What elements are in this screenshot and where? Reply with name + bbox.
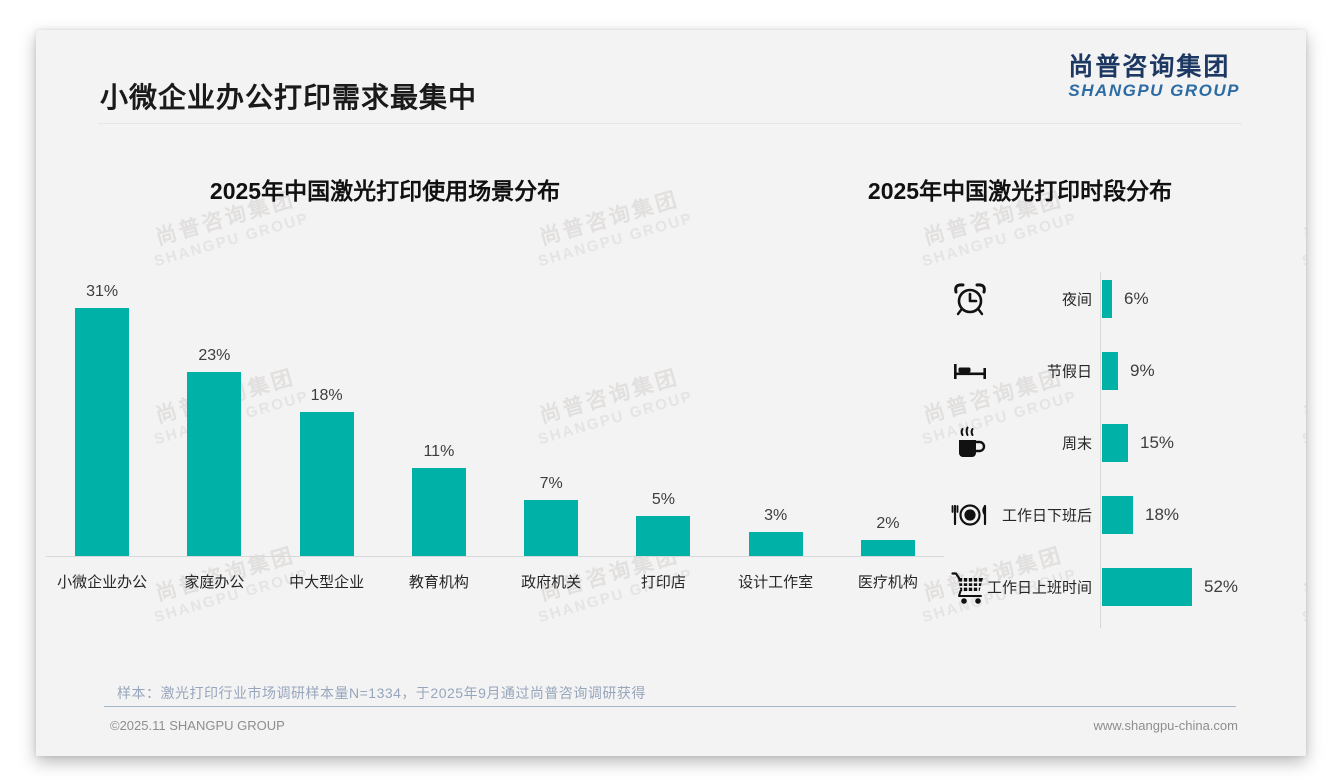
- bar-value-label: 3%: [764, 507, 788, 524]
- watermark-en: SHANGPU GROUP: [1300, 210, 1306, 271]
- chart-row: 工作日上班时间 52%: [936, 568, 1302, 606]
- watermark-en: SHANGPU GROUP: [536, 565, 695, 627]
- shopping-cart-icon: [950, 567, 990, 607]
- time-slot-bar-chart: 夜间 6% 节假日 9%: [936, 272, 1302, 662]
- meal-icon: [950, 495, 990, 535]
- slide-card: 尚普咨询集团 SHANGPU GROUP 尚普咨询集团 SHANGPU GROUP …: [36, 30, 1306, 756]
- bar-group: 7% 政府机关: [521, 475, 581, 591]
- bar-group: 18% 中大型企业: [289, 387, 364, 591]
- bar: [75, 308, 130, 556]
- bar: [1102, 424, 1128, 462]
- watermark-en: SHANGPU GROUP: [536, 209, 695, 271]
- bar-wrap: 15%: [1102, 424, 1174, 462]
- alarm-clock-icon: [950, 279, 990, 319]
- row-category-label: 工作日下班后: [1001, 507, 1092, 525]
- row-category-label: 周末: [1061, 435, 1092, 453]
- bar-category-label: 设计工作室: [738, 574, 814, 591]
- row-value-label: 15%: [1140, 433, 1175, 452]
- row-value-label: 6%: [1124, 289, 1149, 308]
- coffee-cup-icon: [950, 423, 990, 463]
- usage-scene-bar-chart: 31% 小微企业办公 23% 家庭办公 18% 中大型企业 11% 教育机构 7…: [46, 280, 944, 591]
- row-value-label: 52%: [1204, 577, 1239, 596]
- chart-row: 夜间 6%: [936, 280, 1302, 318]
- bar-category-label: 医疗机构: [857, 574, 918, 591]
- row-value-label: 9%: [1130, 361, 1155, 380]
- logo-english-text: SHANGPU GROUP: [1068, 81, 1240, 101]
- bar-wrap: 18%: [1102, 496, 1179, 534]
- title-divider: [98, 123, 1242, 124]
- footer-divider: [104, 706, 1236, 707]
- bar-value-label: 18%: [310, 387, 343, 404]
- bar-value-label: 2%: [876, 515, 900, 532]
- bar-group: 23% 家庭办公: [184, 347, 244, 591]
- bar-value-label: 11%: [423, 443, 455, 460]
- watermark-en: SHANGPU GROUP: [152, 565, 311, 627]
- bar: [1102, 496, 1133, 534]
- row-category-label: 工作日上班时间: [986, 579, 1092, 597]
- row-category-label: 节假日: [1046, 363, 1092, 381]
- bar-group: 5% 打印店: [636, 491, 691, 591]
- logo-chinese-text: 尚普咨询集团: [1068, 53, 1231, 81]
- bar: [299, 412, 354, 556]
- watermark-cn: 尚普咨询集团: [1301, 187, 1306, 250]
- bed-icon: [950, 351, 990, 391]
- bar: [187, 372, 242, 556]
- bar-category-label: 教育机构: [408, 574, 469, 591]
- right-chart-title: 2025年中国激光打印时段分布: [867, 178, 1173, 204]
- watermark-en: SHANGPU GROUP: [152, 209, 311, 271]
- bar-wrap: 6%: [1102, 280, 1149, 318]
- bar: [1102, 352, 1118, 390]
- bar: [636, 516, 691, 556]
- bar: [1102, 568, 1192, 606]
- chart-row: 工作日下班后 18%: [936, 496, 1302, 534]
- bar: [748, 532, 803, 556]
- chart-row: 节假日 9%: [936, 352, 1302, 390]
- row-category-label: 夜间: [1061, 291, 1092, 309]
- company-logo: 尚普咨询集团 SHANGPU GROUP: [1068, 54, 1240, 100]
- row-value-label: 18%: [1145, 505, 1180, 524]
- bar-value-label: 5%: [651, 491, 675, 508]
- bar-category-label: 中大型企业: [289, 574, 365, 591]
- bar: [1102, 280, 1112, 318]
- bar-group: 2% 医疗机构: [858, 515, 918, 591]
- bar-group: 3% 设计工作室: [738, 507, 813, 591]
- bar-category-label: 打印店: [640, 574, 686, 591]
- bar: [860, 540, 915, 556]
- bar-category-label: 家庭办公: [184, 574, 245, 591]
- page-title: 小微企业办公打印需求最集中: [100, 82, 478, 113]
- bar-wrap: 9%: [1102, 352, 1155, 390]
- vertical-axis-line: [1100, 272, 1101, 628]
- watermark-en: SHANGPU GROUP: [920, 209, 1079, 271]
- bar-value-label: 23%: [198, 347, 231, 364]
- bar: [411, 468, 466, 556]
- bar-value-label: 7%: [539, 475, 563, 492]
- bar-value-label: 31%: [86, 283, 119, 300]
- sample-note: 样本：激光打印行业市场调研样本量N=1334，于2025年9月通过尚普咨询调研获…: [117, 685, 646, 701]
- copyright-text: ©2025.11 SHANGPU GROUP: [110, 718, 285, 733]
- bar-wrap: 52%: [1102, 568, 1238, 606]
- chart-row: 周末 15%: [936, 424, 1302, 462]
- website-text: www.shangpu-china.com: [1093, 718, 1238, 733]
- left-chart-title: 2025年中国激光打印使用场景分布: [209, 178, 561, 204]
- bar-category-label: 小微企业办公: [57, 574, 148, 591]
- bar: [524, 500, 579, 556]
- bar-group: 31% 小微企业办公: [57, 283, 147, 591]
- bar-category-label: 政府机关: [521, 574, 582, 591]
- bar-group: 11% 教育机构: [409, 443, 469, 591]
